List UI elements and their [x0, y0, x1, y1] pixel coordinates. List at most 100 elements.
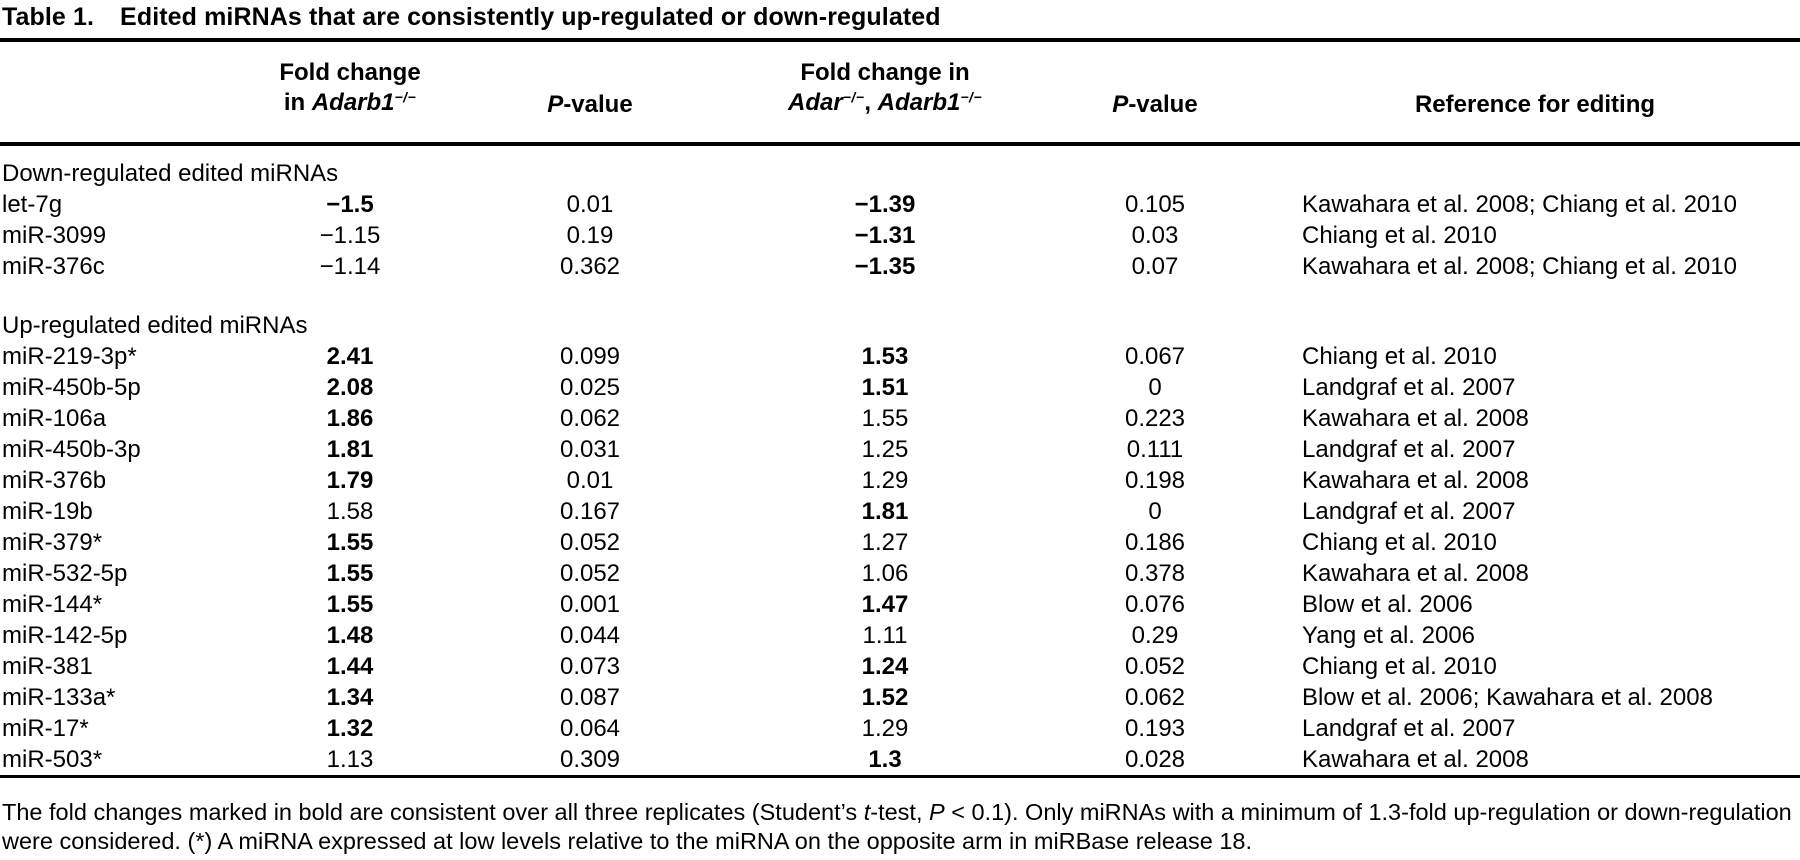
column-header-fold-change-double-ko: Fold change in Adar−/−, Adarb1−/− [730, 40, 1040, 146]
header-line: in [283, 89, 312, 116]
gene-name: Adarb1 [877, 89, 961, 116]
mirna-name-cell: miR-379* [2, 529, 103, 556]
mirna-name-cell: miR-532-5p [2, 560, 128, 587]
knockout-superscript: −/− [842, 89, 865, 106]
fold-change-double-ko-cell: 1.29 [861, 715, 909, 742]
section-label: Up-regulated edited miRNAs [2, 312, 308, 339]
p-value-adarb1-cell: 0.064 [559, 715, 621, 742]
fold-change-double-ko-cell: 1.55 [861, 405, 909, 432]
mirna-name-cell: miR-381 [2, 653, 93, 680]
knockout-superscript: −/− [960, 89, 982, 106]
p-value-double-ko-cell: 0.186 [1124, 529, 1186, 556]
fold-change-double-ko-cell: 1.27 [861, 529, 909, 556]
fold-change-adarb1-cell: 1.32 [326, 715, 374, 742]
table-row: miR-376c −1.14 0.362 −1.35 0.07 Kawahara… [0, 251, 1800, 282]
mirna-name-cell: miR-142-5p [2, 622, 128, 649]
p-value-adarb1-cell: 0.031 [559, 436, 621, 463]
footnote-italic-p: P [929, 799, 945, 825]
fold-change-adarb1-cell: 1.86 [326, 405, 374, 432]
table-row: miR-450b-5p 2.08 0.025 1.51 0 Landgraf e… [0, 372, 1800, 403]
header-line: Fold change [279, 59, 421, 86]
mirna-name-cell: let-7g [2, 191, 63, 218]
p-value-adarb1-cell: 0.052 [559, 529, 621, 556]
mirna-name-cell: miR-450b-3p [2, 436, 141, 463]
fold-change-double-ko-cell: 1.29 [861, 467, 909, 494]
reference-cell: Blow et al. 2006 [1302, 591, 1473, 618]
knockout-superscript: −/− [394, 89, 417, 106]
p-value-double-ko-cell: 0.028 [1124, 746, 1186, 773]
footnote-text: -test, [870, 799, 930, 825]
fold-change-adarb1-cell: −1.14 [319, 253, 381, 280]
reference-cell: Landgraf et al. 2007 [1302, 715, 1516, 742]
p-value-adarb1-cell: 0.052 [559, 560, 621, 587]
p-value-double-ko-cell: 0.223 [1124, 405, 1186, 432]
mirna-name-cell: miR-17* [2, 715, 89, 742]
p-symbol: P [1112, 91, 1129, 118]
table-body: Down-regulated edited miRNAs let-7g −1.5… [0, 144, 1800, 777]
column-header-p-value-1: P-value [450, 40, 730, 146]
table-row: miR-142-5p 1.48 0.044 1.11 0.29 Yang et … [0, 620, 1800, 651]
footnote-italic-t: t [863, 799, 871, 825]
p-value-double-ko-cell: 0.062 [1124, 684, 1186, 711]
fold-change-double-ko-cell: 1.06 [861, 560, 909, 587]
reference-cell: Kawahara et al. 2008 [1302, 746, 1529, 773]
p-value-adarb1-cell: 0.01 [566, 467, 614, 494]
mirna-name-cell: miR-106a [2, 405, 107, 432]
mirna-name-cell: miR-3099 [2, 222, 107, 249]
column-header-fold-change-adarb1: Fold change in Adarb1−/− [250, 40, 450, 146]
reference-cell: Landgraf et al. 2007 [1302, 374, 1516, 401]
mirna-name-cell: miR-376c [2, 253, 105, 280]
p-value-double-ko-cell: 0.03 [1131, 222, 1179, 249]
p-value-adarb1-cell: 0.362 [559, 253, 621, 280]
table-title: Table 1. Edited miRNAs that are consisten… [0, 0, 1800, 38]
fold-change-double-ko-cell: 1.47 [861, 591, 909, 618]
p-value-adarb1-cell: 0.01 [566, 191, 614, 218]
p-value-double-ko-cell: 0.052 [1124, 653, 1186, 680]
reference-cell: Blow et al. 2006; Kawahara et al. 2008 [1302, 684, 1713, 711]
fold-change-double-ko-cell: −1.35 [854, 253, 916, 280]
table-row: miR-503* 1.13 0.309 1.3 0.028 Kawahara e… [0, 744, 1800, 777]
mirna-name-cell: miR-133a* [2, 684, 116, 711]
mirna-name-cell: miR-450b-5p [2, 374, 141, 401]
table-footnote: The fold changes marked in bold are cons… [0, 798, 1800, 856]
p-value-adarb1-cell: 0.087 [559, 684, 621, 711]
mirna-name-cell: miR-219-3p* [2, 343, 137, 370]
fold-change-adarb1-cell: 1.79 [326, 467, 374, 494]
p-value-double-ko-cell: 0.29 [1131, 622, 1179, 649]
fold-change-double-ko-cell: 1.25 [861, 436, 909, 463]
reference-cell: Yang et al. 2006 [1302, 622, 1476, 649]
fold-change-double-ko-cell: 1.11 [862, 622, 908, 649]
p-value-double-ko-cell: 0.198 [1124, 467, 1186, 494]
p-value-adarb1-cell: 0.099 [559, 343, 621, 370]
table-header: Fold change in Adarb1−/− P-value Fold ch… [0, 40, 1800, 146]
reference-cell: Kawahara et al. 2008 [1302, 560, 1529, 587]
p-symbol: P [547, 91, 564, 118]
table-row: miR-17* 1.32 0.064 1.29 0.193 Landgraf e… [0, 713, 1800, 744]
p-value-double-ko-cell: 0 [1148, 374, 1162, 401]
table-row: miR-19b 1.58 0.167 1.81 0 Landgraf et al… [0, 496, 1800, 527]
mirna-name-cell: miR-144* [2, 591, 103, 618]
reference-cell: Landgraf et al. 2007 [1302, 436, 1516, 463]
reference-cell: Chiang et al. 2010 [1302, 529, 1497, 556]
p-value-double-ko-cell: 0.067 [1124, 343, 1186, 370]
reference-cell: Kawahara et al. 2008 [1302, 405, 1529, 432]
reference-cell: Chiang et al. 2010 [1302, 222, 1497, 249]
p-value-adarb1-cell: 0.073 [559, 653, 621, 680]
fold-change-double-ko-cell: 1.24 [861, 653, 909, 680]
reference-cell: Kawahara et al. 2008; Chiang et al. 2010 [1302, 191, 1737, 218]
fold-change-double-ko-cell: 1.53 [861, 343, 909, 370]
fold-change-adarb1-cell: 1.55 [326, 591, 374, 618]
p-value-double-ko-cell: 0.193 [1124, 715, 1186, 742]
fold-change-adarb1-cell: −1.5 [326, 191, 374, 218]
table-caption: Edited miRNAs that are consistently up-r… [120, 3, 941, 31]
mirna-name-cell: miR-376b [2, 467, 107, 494]
table-number-label: Table 1. [2, 3, 95, 31]
table-row: miR-219-3p* 2.41 0.099 1.53 0.067 Chiang… [0, 341, 1800, 372]
p-value-double-ko-cell: 0.111 [1126, 436, 1184, 463]
reference-cell: Landgraf et al. 2007 [1302, 498, 1516, 525]
footnote-text: The fold changes marked in bold are cons… [2, 799, 864, 825]
gene-name: Adarb1 [311, 89, 395, 116]
column-header-p-value-2: P-value [1040, 40, 1270, 146]
fold-change-double-ko-cell: −1.31 [854, 222, 916, 249]
table-row: miR-106a 1.86 0.062 1.55 0.223 Kawahara … [0, 403, 1800, 434]
